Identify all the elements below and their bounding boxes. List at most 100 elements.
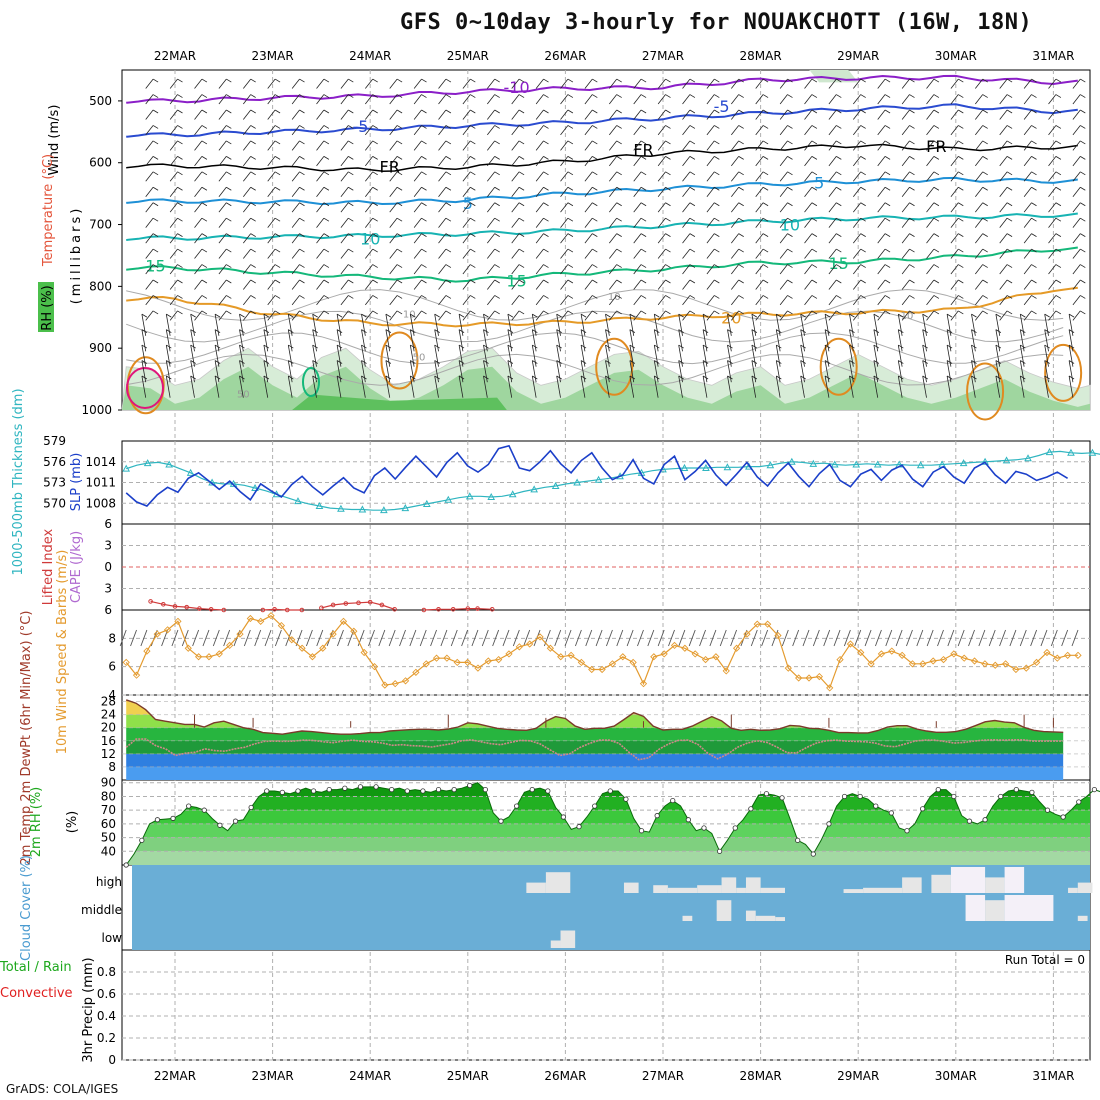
wind-barb-flag [201, 310, 208, 315]
wind-barb [340, 233, 349, 244]
wind-barb [413, 94, 422, 105]
wind-barb-flag [946, 329, 953, 333]
wind-barb-flag [396, 217, 403, 222]
surface-wind-barb [285, 629, 293, 647]
wind-barb-flag [543, 78, 549, 83]
wind-barb [633, 78, 642, 89]
rh-marker [982, 817, 988, 823]
rh-marker [1044, 807, 1051, 813]
date-label-top: 27MAR [642, 49, 684, 63]
wind-barb [824, 329, 830, 352]
wind-barb-flag [361, 313, 367, 318]
wind-barb [438, 140, 447, 151]
wind-barb-flag [518, 310, 525, 315]
wind-barb-flag [1055, 109, 1062, 114]
wind-speed-marker [174, 617, 182, 625]
wind-barb-flag [323, 279, 330, 284]
wind-barb [1048, 125, 1057, 136]
lifted-index-marker [392, 606, 397, 612]
wind-barb [877, 233, 886, 244]
wind-speed-marker [505, 650, 513, 658]
wind-barb [438, 217, 447, 228]
pressure-tick-label: 600 [89, 156, 112, 170]
wind-barb [336, 360, 342, 383]
temp-tick-label: 28 [101, 695, 116, 709]
wind-barb [828, 156, 837, 167]
surface-wind-barb [368, 629, 375, 647]
wind-barb [413, 233, 422, 244]
wind-barb-flag [177, 310, 183, 315]
wind-barb [702, 329, 708, 352]
wind-barb [1019, 314, 1025, 336]
wind-barb [682, 78, 691, 89]
wind-barb-flag [909, 248, 915, 253]
wind-barb [779, 233, 788, 244]
wind-barb [926, 248, 935, 259]
wind-barb-flag [421, 94, 427, 98]
wind-barb-flag [616, 171, 622, 176]
cloud-axis-label: Cloud Cover (%) [19, 855, 34, 961]
lifted-index-line [423, 607, 493, 611]
wind-barb [999, 233, 1008, 244]
wind-barb-flag [787, 217, 793, 222]
wind-barb [922, 360, 927, 383]
wind-barb-flag [592, 186, 598, 191]
wind-speed-marker [660, 650, 668, 658]
wind-barb-flag [458, 344, 465, 349]
wind-speed-marker [950, 650, 958, 658]
wind-barb [1023, 202, 1032, 213]
thickness-marker [852, 460, 861, 468]
wind-barb-flag [323, 186, 330, 191]
wind-barb-flag [1080, 248, 1086, 253]
wind-barb [584, 140, 593, 151]
cloud-level-label-low: low [102, 931, 123, 945]
wind-barb [291, 264, 300, 275]
wind-barb [218, 279, 227, 290]
wind-barb [218, 295, 227, 306]
wind-barb [336, 375, 342, 398]
wind-barb-flag [689, 171, 696, 176]
wind-barb [800, 329, 805, 352]
thickness-marker [122, 464, 131, 472]
wind-barb-flag [518, 295, 525, 299]
wind-barb-flag [152, 233, 159, 237]
wind-barb [609, 109, 618, 120]
wind-barb-flag [592, 217, 598, 222]
wind-barb-flag [738, 202, 744, 207]
wind-barb [243, 109, 252, 120]
wind-barb [731, 233, 740, 244]
wind-barb-flag [385, 313, 392, 318]
wind-barb-flag [494, 125, 500, 129]
wind-barb [483, 344, 488, 367]
wind-barb [775, 329, 781, 352]
wind-barb-flag [678, 344, 684, 349]
wind-barb-flag [629, 329, 636, 333]
wind-barb [287, 344, 293, 367]
wind-barb-flag [751, 329, 758, 333]
wind-barb [316, 264, 325, 275]
date-label-top: 26MAR [544, 49, 586, 63]
wind-barb [633, 295, 642, 306]
wind-barb [682, 310, 691, 321]
pressure-axis-label: (millibars) [69, 206, 84, 305]
wind-barb-flag [1006, 217, 1013, 222]
wind-barb-flag [689, 94, 696, 98]
thickness-marker [358, 505, 367, 513]
wind-barb [779, 78, 788, 89]
wind-barb-flag [299, 140, 305, 145]
wind-tick-label: 8 [108, 631, 116, 645]
wind-barb [194, 264, 203, 275]
wind-barb-flag [605, 313, 611, 318]
warm-contour-loop [966, 362, 1005, 421]
wind-barb-flag [567, 279, 574, 284]
wind-barb-flag [640, 217, 647, 222]
cloud-cell-middle [682, 915, 693, 921]
wind-barb-flag [421, 295, 427, 299]
wind-barb-flag [616, 248, 622, 253]
wind-barb [804, 217, 813, 228]
wind-barb [877, 217, 886, 228]
wind-barb-flag [1068, 344, 1075, 349]
wind-barb-flag [226, 125, 232, 129]
contour-label: -5 [352, 117, 368, 136]
wind-barb [633, 187, 642, 197]
